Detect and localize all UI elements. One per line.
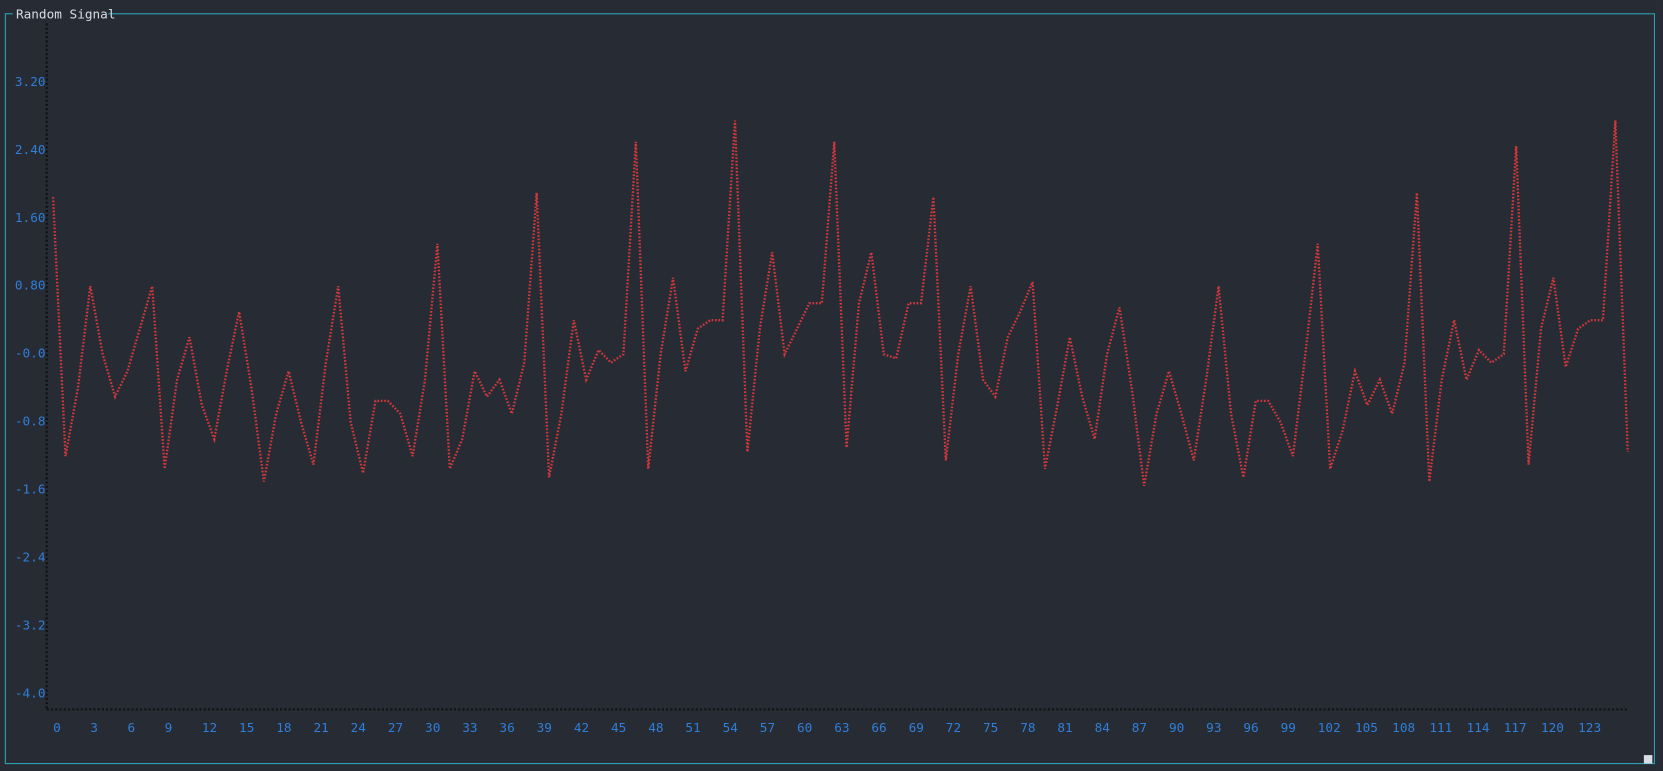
x-tick-label: 18 xyxy=(276,720,291,735)
panel-border xyxy=(4,13,1655,765)
y-tick-label: 0.80 xyxy=(15,278,46,293)
chart-title: Random Signal xyxy=(16,6,116,21)
x-tick-label: 90 xyxy=(1169,720,1184,735)
x-tick-label: 39 xyxy=(537,720,552,735)
x-tick-label: 111 xyxy=(1429,720,1452,735)
y-tick-label: -2.4 xyxy=(15,550,46,565)
x-tick-label: 45 xyxy=(611,720,626,735)
y-tick-label: 3.20 xyxy=(15,74,46,89)
signal-line xyxy=(51,120,1629,487)
x-tick-label: 15 xyxy=(239,720,254,735)
x-tick-label: 66 xyxy=(871,720,886,735)
x-tick-label: 33 xyxy=(462,720,477,735)
y-tick-label: -0.8 xyxy=(15,414,46,429)
x-tick-label: 72 xyxy=(946,720,961,735)
y-tick-label: 1.60 xyxy=(15,210,46,225)
x-tick-label: 36 xyxy=(499,720,514,735)
x-tick-label: 69 xyxy=(909,720,924,735)
x-tick-label: 123 xyxy=(1578,720,1601,735)
y-tick-label: -1.6 xyxy=(15,482,46,497)
x-tick-label: 57 xyxy=(760,720,775,735)
x-tick-label: 60 xyxy=(797,720,812,735)
x-tick-label: 117 xyxy=(1504,720,1527,735)
y-tick-label: 2.40 xyxy=(15,142,46,157)
x-tick-label: 108 xyxy=(1392,720,1415,735)
x-tick-label: 42 xyxy=(574,720,589,735)
x-tick-label: 105 xyxy=(1355,720,1378,735)
x-tick-label: 114 xyxy=(1467,720,1490,735)
x-tick-label: 102 xyxy=(1318,720,1341,735)
y-tick-label: -4.0 xyxy=(15,685,46,700)
x-tick-label: 12 xyxy=(202,720,217,735)
x-tick-label: 93 xyxy=(1206,720,1221,735)
x-tick-label: 9 xyxy=(165,720,173,735)
x-tick-label: 51 xyxy=(685,720,700,735)
x-tick-label: 87 xyxy=(1132,720,1147,735)
x-tick-label: 48 xyxy=(648,720,663,735)
x-tick-label: 96 xyxy=(1243,720,1258,735)
x-tick-label: 78 xyxy=(1020,720,1035,735)
x-tick-label: 99 xyxy=(1281,720,1296,735)
x-tick-label: 30 xyxy=(425,720,440,735)
x-tick-label: 27 xyxy=(388,720,403,735)
y-tick-label: -3.2 xyxy=(15,618,46,633)
x-tick-label: 21 xyxy=(313,720,328,735)
x-tick-label: 81 xyxy=(1057,720,1072,735)
x-tick-label: 0 xyxy=(53,720,61,735)
x-tick-label: 75 xyxy=(983,720,998,735)
x-tick-label: 84 xyxy=(1095,720,1111,735)
x-tick-label: 120 xyxy=(1541,720,1564,735)
x-tick-label: 54 xyxy=(723,720,739,735)
x-tick-label: 63 xyxy=(834,720,849,735)
x-tick-label: 6 xyxy=(127,720,135,735)
resize-handle xyxy=(1643,755,1653,764)
x-tick-label: 24 xyxy=(351,720,367,735)
title-gap xyxy=(12,6,109,22)
y-tick-label: -0.0 xyxy=(15,346,46,361)
x-tick-label: 3 xyxy=(90,720,98,735)
